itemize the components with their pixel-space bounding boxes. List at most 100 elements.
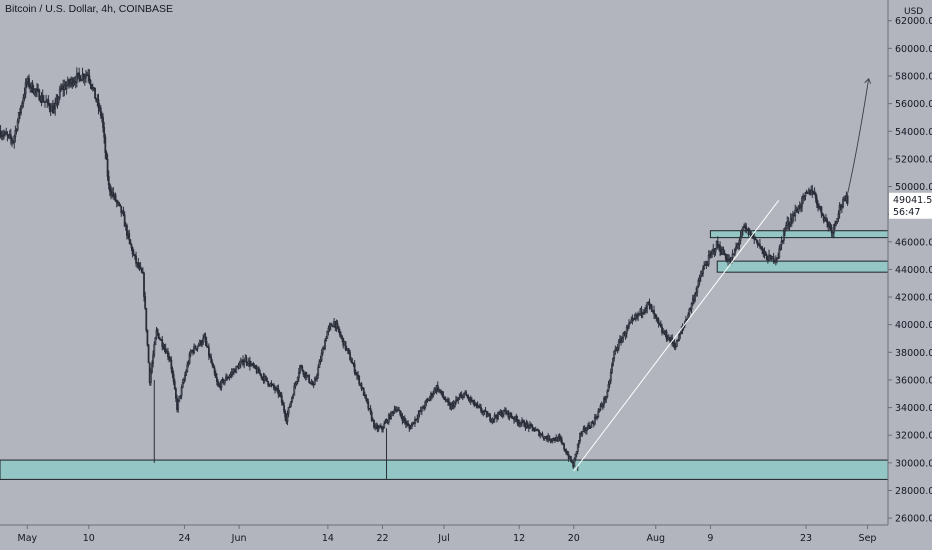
candle-body [330,324,333,327]
candle-body [830,227,833,234]
price-tick-label: 60000.00 [895,44,932,55]
candle-body [349,352,351,361]
candle-body [180,386,183,396]
candle-body [16,120,19,131]
candle-body [576,443,579,452]
candle-body [178,396,181,402]
candle-body [478,405,481,408]
candle-body [795,209,798,212]
candle-body [17,112,20,122]
candle-body [773,260,776,262]
candle-body [544,436,547,439]
candle-body [293,385,296,396]
candle-body [811,189,814,193]
candle-body [171,368,174,375]
candle-body [197,344,200,347]
candle-body [131,247,134,255]
candle-body [129,239,132,245]
candle-body [778,248,781,258]
candle-body [502,409,505,415]
candle-body [210,356,213,363]
candle-body [209,355,211,358]
candle-body [137,262,140,268]
candle-body [211,362,214,366]
candle-body [659,324,662,328]
candle-body [570,456,572,462]
candle-body [267,380,270,386]
candle-body [344,341,347,350]
candle-body [741,227,744,231]
candle-body [272,384,275,389]
candle-body [205,341,208,347]
candle-body [135,255,137,264]
candle-body [754,237,757,241]
candle-body [780,240,783,245]
candle-body [53,108,55,114]
candle-body [291,397,293,403]
candle-body [657,319,660,324]
candle-body [112,191,115,197]
candle-body [157,333,160,340]
candle-body [695,291,698,295]
candle-body [336,323,339,327]
candle-body [108,184,111,192]
candle-body [465,392,468,396]
candle-body [320,352,323,361]
time-tick-label: Jul [437,533,449,544]
candle-body [740,230,743,237]
candle-body [194,346,197,350]
candle-body [608,380,611,385]
candle-body [769,254,772,257]
candle-body [286,413,289,422]
price-tick-label: 44000.00 [895,265,932,276]
candle-body [154,337,157,346]
candle-body [519,422,522,425]
candle-body [88,75,91,81]
candle-body [243,361,246,365]
candle-body [294,383,297,387]
candle-body [263,376,266,381]
candle-body [616,347,619,351]
candle-body [126,225,128,236]
price-tick-label: 28000.00 [895,486,932,497]
candle-body [450,404,453,410]
candle-body [260,373,263,378]
candle-body [606,390,609,398]
candle-body [447,399,449,403]
candle-body [492,418,495,421]
price-tick-label: 52000.00 [895,154,932,165]
last-price-countdown: 56:47 [893,207,920,218]
candle-body [834,223,836,226]
price-tick-label: 58000.00 [895,71,932,82]
candle-body [325,338,328,342]
candle-body [612,357,614,366]
candle-body [366,398,369,403]
chart-title: Bitcoin / U.S. Dollar, 4h, COINBASE [5,3,174,15]
candle-body [781,239,784,242]
candle-body [346,348,349,351]
candle-body [739,236,742,241]
candle-body [552,437,555,441]
candle-body [825,218,827,221]
candle-body [324,340,326,349]
candle-body [182,379,185,383]
candle-body [436,384,439,392]
time-tick-label: May [18,533,38,544]
candle-body [711,250,714,254]
candle-body [337,326,340,332]
candle-body [284,411,287,418]
candle-body [762,248,765,255]
candle-body [280,395,283,403]
candle-body [787,221,790,226]
candle-body [25,80,28,84]
candle-body [213,367,216,374]
candle-body [768,254,770,262]
candle-body [48,103,51,109]
candle-body [279,392,282,397]
candle-body [650,305,653,312]
candle-body [328,325,331,329]
candle-body [365,394,367,400]
candle-body [630,319,633,323]
candle-body [382,427,384,430]
